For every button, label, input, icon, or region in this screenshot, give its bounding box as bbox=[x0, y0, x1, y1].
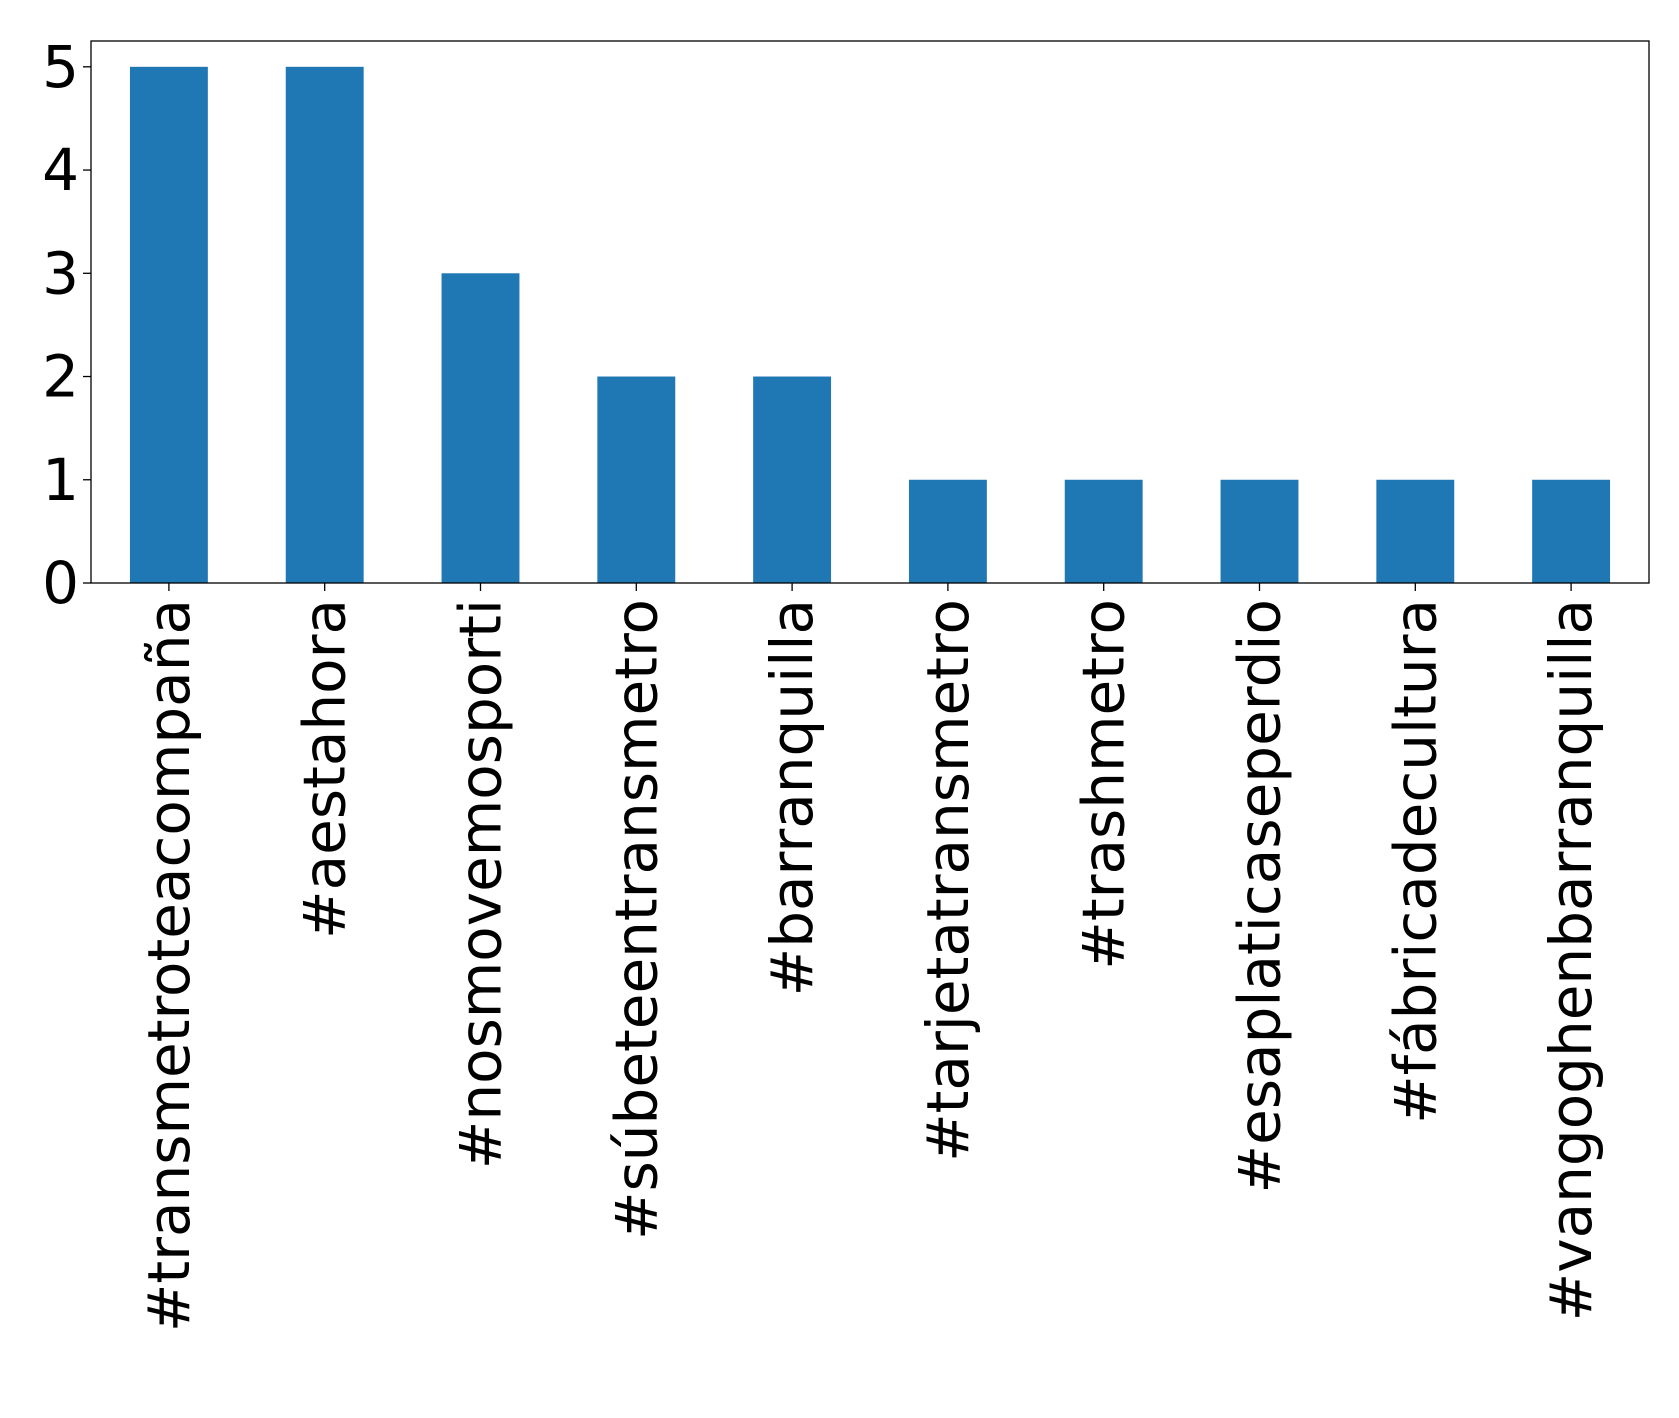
bar bbox=[597, 376, 676, 583]
y-tick-label: 4 bbox=[42, 136, 79, 204]
x-tick-label: #tarjetatransmetro bbox=[914, 599, 982, 1162]
x-tick-label: #transmetroteacompaña bbox=[135, 599, 203, 1332]
bar bbox=[285, 66, 364, 584]
x-tick-label: #nosmovemosporti bbox=[447, 599, 515, 1169]
x-axis: #transmetroteacompaña #aestahora #nosmovem… bbox=[135, 583, 1605, 1332]
y-tick-label: 2 bbox=[42, 343, 79, 411]
y-tick-label: 5 bbox=[42, 33, 79, 101]
bar bbox=[129, 66, 208, 584]
plot-area-frame bbox=[90, 40, 1650, 584]
x-tick-label: #esaplaticaseperdio bbox=[1226, 599, 1294, 1193]
bar bbox=[441, 273, 520, 583]
x-tick-label: #fábricadecultura bbox=[1381, 599, 1449, 1124]
x-tick-label: #trashmetro bbox=[1070, 599, 1138, 970]
bar bbox=[1532, 479, 1611, 583]
x-tick-label: #barranquilla bbox=[758, 599, 826, 996]
bar bbox=[1220, 479, 1299, 583]
bar bbox=[753, 376, 832, 583]
bars-group bbox=[129, 66, 1611, 584]
bar bbox=[1064, 479, 1143, 583]
bar bbox=[908, 479, 987, 583]
y-tick-label: 1 bbox=[42, 446, 79, 514]
bar bbox=[1376, 479, 1455, 583]
y-axis: 0 1 2 3 4 5 bbox=[42, 33, 91, 617]
y-tick-label: 3 bbox=[42, 239, 79, 307]
x-tick-label: #aestahora bbox=[291, 599, 359, 939]
y-tick-label: 0 bbox=[42, 549, 79, 617]
x-tick-label: #vangoghenbarranquilla bbox=[1537, 599, 1605, 1321]
x-tick-label: #súbeteentransmetro bbox=[602, 599, 670, 1240]
